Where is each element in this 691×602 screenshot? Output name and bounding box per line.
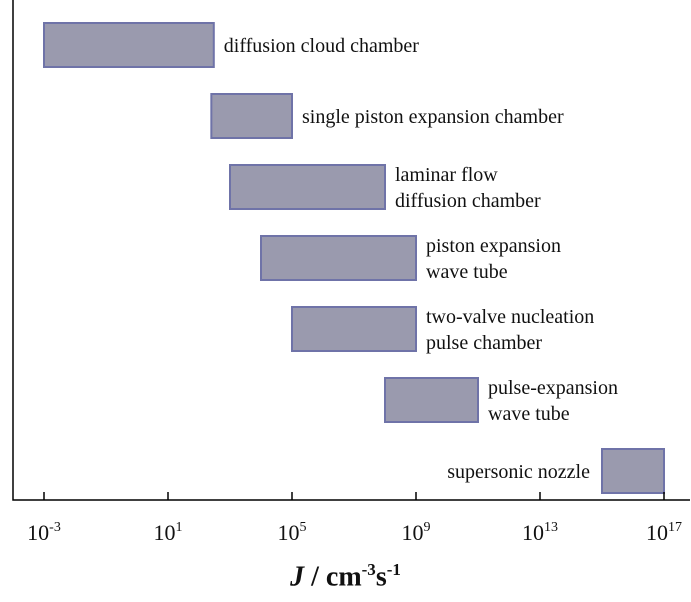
bar-label-3: laminar flow diffusion chamber xyxy=(395,164,541,212)
bar-3 xyxy=(229,164,386,210)
bar-label-line: diffusion chamber xyxy=(395,190,541,212)
bar-label-2: single piston expansion chamber xyxy=(302,106,564,128)
x-tick-exponent: -3 xyxy=(49,520,61,535)
bar-label-4: piston expansion wave tube xyxy=(426,235,561,283)
bar-4 xyxy=(260,235,417,281)
bar-label-line: wave tube xyxy=(426,261,508,283)
x-tick-base: 10 xyxy=(27,520,49,545)
x-tick-base: 10 xyxy=(278,520,300,545)
bar-label-1: diffusion cloud chamber xyxy=(224,35,419,57)
bar-label-line: piston expansion xyxy=(426,235,561,257)
bar-label-line: two-valve nucleation xyxy=(426,306,594,328)
bar-label-line: supersonic nozzle xyxy=(447,461,590,483)
x-tick-label-1: 10-3 xyxy=(27,520,61,545)
x-tick-label-5: 1013 xyxy=(522,520,558,545)
bar-label-line: laminar flow xyxy=(395,164,498,186)
bar-label-line: single piston expansion chamber xyxy=(302,106,564,128)
x-axis-label: J / cm-3s-1 xyxy=(0,560,691,593)
bar-6 xyxy=(384,377,479,423)
bars-group xyxy=(43,22,665,494)
x-tick-label-2: 101 xyxy=(154,520,183,545)
ticks-group: 10-3 101 105 109 1013 1017 xyxy=(27,492,682,545)
x-tick-exponent: 1 xyxy=(176,520,183,535)
x-axis-label-unit2: s xyxy=(375,561,387,593)
x-tick-exponent: 13 xyxy=(544,520,558,535)
plot-frame xyxy=(12,0,690,501)
bar-label-line: diffusion cloud chamber xyxy=(224,35,419,57)
x-tick-label-4: 109 xyxy=(402,520,431,545)
x-tick-label-3: 105 xyxy=(278,520,307,545)
x-tick-base: 10 xyxy=(154,520,176,545)
bar-1 xyxy=(43,22,215,68)
bar-label-7: supersonic nozzle xyxy=(447,461,590,483)
x-tick-label-6: 1017 xyxy=(646,520,682,545)
bar-2 xyxy=(210,93,293,139)
bar-label-5: two-valve nucleation pulse chamber xyxy=(426,306,594,354)
bar-5 xyxy=(291,306,417,352)
bar-7 xyxy=(601,448,665,494)
bar-label-6: pulse-expansion wave tube xyxy=(488,377,618,425)
x-tick-base: 10 xyxy=(402,520,424,545)
x-axis-label-exp1: -3 xyxy=(361,560,376,579)
x-tick-base: 10 xyxy=(646,520,668,545)
x-tick-exponent: 9 xyxy=(424,520,431,535)
x-axis-label-exp2: -1 xyxy=(386,560,401,579)
x-axis-label-var: J xyxy=(290,561,305,593)
bar-label-line: pulse-expansion xyxy=(488,377,618,399)
x-tick-exponent: 5 xyxy=(300,520,307,535)
x-tick-base: 10 xyxy=(522,520,544,545)
bar-label-line: wave tube xyxy=(488,403,570,425)
x-tick-exponent: 17 xyxy=(668,520,682,535)
x-axis-label-unit: / cm xyxy=(304,561,362,593)
bar-labels-group: diffusion cloud chamber single piston exp… xyxy=(224,35,618,483)
axis-frame xyxy=(12,0,690,501)
bar-label-line: pulse chamber xyxy=(426,332,542,354)
